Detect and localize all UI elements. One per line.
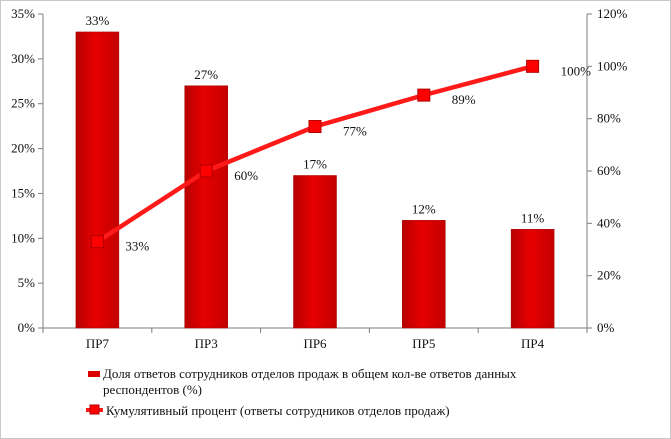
bar-data-label: 12% <box>412 201 436 216</box>
legend-bar-swatch <box>88 371 100 377</box>
bar-data-label: 27% <box>194 67 218 82</box>
legend: Доля ответов сотрудников отделов продаж … <box>86 366 517 418</box>
line-marker <box>199 164 213 178</box>
bar <box>402 220 446 329</box>
line-marker <box>308 120 322 134</box>
legend-bar-label-line2: респондентов (%) <box>103 382 202 397</box>
x-tick-label: ПР7 <box>86 336 110 351</box>
bar-data-label: 17% <box>303 156 327 171</box>
axes: 0% 5% 10% 15% 20% 25% 30% 35% 0% 20% 40% 60% 80% 100%… <box>11 6 627 351</box>
right-tick-label: 120% <box>597 6 628 21</box>
bar <box>293 175 337 329</box>
right-tick-label: 80% <box>597 111 621 126</box>
line-data-label: 60% <box>234 168 258 183</box>
bar <box>510 229 555 329</box>
line-data-label: 89% <box>452 92 476 107</box>
left-tick-label: 5% <box>18 275 36 290</box>
line-marker <box>90 235 104 249</box>
left-tick-label: 10% <box>11 230 35 245</box>
cumulative-line-series <box>90 59 540 249</box>
x-tick-label: ПР5 <box>412 336 435 351</box>
line-data-label: 33% <box>125 239 149 254</box>
left-tick-label: 15% <box>11 185 35 200</box>
data-labels: 33% 27% 17% 12% 11% 33% 60% 77% 89% 100% <box>85 13 591 254</box>
bar-series <box>75 31 555 329</box>
right-tick-label: 60% <box>597 163 621 178</box>
right-tick-label: 40% <box>597 215 621 230</box>
bar-data-label: 33% <box>85 13 109 28</box>
bar <box>75 31 120 329</box>
x-tick-label: ПР4 <box>521 336 545 351</box>
left-tick-label: 30% <box>11 51 35 66</box>
line-data-label: 77% <box>343 124 367 139</box>
line-data-label: 100% <box>561 63 592 78</box>
line-marker <box>417 88 431 102</box>
left-tick-label: 20% <box>11 141 35 156</box>
line-marker <box>526 59 540 73</box>
right-tick-label: 0% <box>597 320 615 335</box>
bar-data-label: 11% <box>521 210 545 225</box>
legend-line-label: Кумулятивный процент (ответы сотрудников… <box>106 403 450 418</box>
right-tick-label: 20% <box>597 268 621 283</box>
x-tick-label: ПР3 <box>195 336 218 351</box>
left-tick-label: 25% <box>11 96 35 111</box>
x-tick-label: ПР6 <box>303 336 327 351</box>
bar <box>184 85 228 329</box>
legend-line-marker <box>89 404 100 415</box>
left-tick-label: 35% <box>11 6 35 21</box>
right-tick-label: 100% <box>597 58 628 73</box>
legend-bar-label-line1: Доля ответов сотрудников отделов продаж … <box>103 366 517 381</box>
left-tick-label: 0% <box>18 320 36 335</box>
